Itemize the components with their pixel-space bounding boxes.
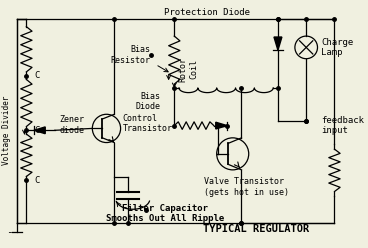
Text: Rotor
Coil: Rotor Coil <box>179 57 198 82</box>
Text: Voltage Divider: Voltage Divider <box>2 96 11 165</box>
Text: -: - <box>6 227 13 237</box>
Text: C: C <box>34 71 39 80</box>
Text: Bias
Resistor: Bias Resistor <box>111 45 151 65</box>
Text: Valve Transistor
(gets hot in use): Valve Transistor (gets hot in use) <box>205 177 290 197</box>
Polygon shape <box>216 122 227 129</box>
Text: Filter Capacitor
Smooths Out All Ripple: Filter Capacitor Smooths Out All Ripple <box>106 204 224 223</box>
Text: TYPICAL REGULATOR: TYPICAL REGULATOR <box>203 224 309 234</box>
Text: feedback
input: feedback input <box>321 116 364 135</box>
Text: Zener
diode: Zener diode <box>59 115 84 135</box>
Text: C: C <box>34 126 39 135</box>
Text: Charge
Lamp: Charge Lamp <box>321 38 354 57</box>
Text: Protection Diode: Protection Diode <box>164 8 250 17</box>
Polygon shape <box>274 37 282 50</box>
Text: Bias
Diode: Bias Diode <box>135 92 160 111</box>
Text: C: C <box>34 176 39 185</box>
Polygon shape <box>34 127 45 134</box>
Text: Control
Transistor: Control Transistor <box>123 114 173 133</box>
